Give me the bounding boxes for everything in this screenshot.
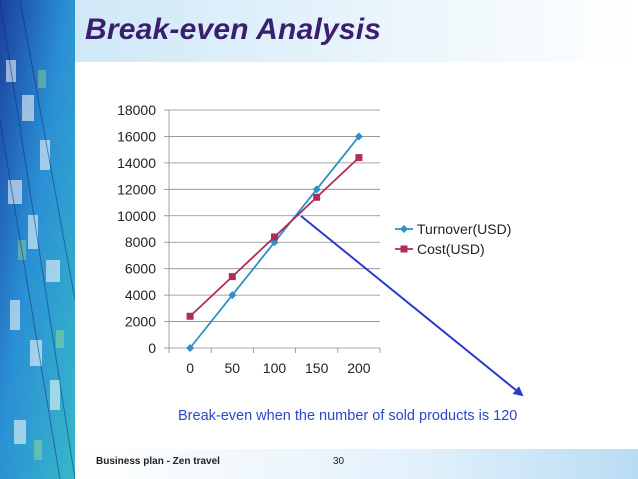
turnover-point xyxy=(354,132,363,141)
x-tick-label: 150 xyxy=(305,360,329,376)
chart-gridlines xyxy=(169,109,380,349)
legend-label: Turnover(USD) xyxy=(417,221,511,237)
turnover-point xyxy=(312,185,321,194)
break-even-annotation: Break-even when the number of sold produ… xyxy=(178,408,518,424)
y-tick-label: 14000 xyxy=(117,155,156,171)
footer-text: Business plan - Zen travel xyxy=(96,456,220,467)
y-tick-label: 6000 xyxy=(125,261,156,277)
turnover-point xyxy=(186,344,195,352)
y-tick-label: 2000 xyxy=(125,314,156,330)
slide-title: Break-even Analysis xyxy=(85,13,382,46)
chart-axes: 0200040006000800010000120001400016000180… xyxy=(117,102,381,376)
x-tick-label: 100 xyxy=(263,360,287,376)
chart-legend: Turnover(USD) Cost(USD) xyxy=(395,221,511,257)
cost-point xyxy=(186,312,194,320)
legend-label: Cost(USD) xyxy=(417,241,485,257)
arrow-line xyxy=(300,215,524,397)
y-tick-label: 4000 xyxy=(125,287,156,303)
y-tick-label: 16000 xyxy=(117,128,156,144)
legend-marker xyxy=(400,225,408,233)
legend-marker xyxy=(400,245,408,253)
turnover-point xyxy=(228,291,237,300)
decorative-side-strip xyxy=(0,0,75,479)
x-tick-label: 50 xyxy=(225,360,241,376)
y-tick-label: 8000 xyxy=(125,234,156,250)
cost-point xyxy=(228,273,236,281)
chart-series xyxy=(186,132,363,352)
y-tick-label: 18000 xyxy=(117,102,156,118)
y-tick-label: 0 xyxy=(148,340,156,356)
break-even-arrow xyxy=(300,215,524,397)
footer-bar-background xyxy=(75,449,638,479)
title-bar-background xyxy=(75,0,638,62)
y-tick-label: 10000 xyxy=(117,208,156,224)
page-number: 30 xyxy=(333,456,345,467)
y-tick-label: 12000 xyxy=(117,181,156,197)
cost-point xyxy=(313,193,321,201)
cost-point xyxy=(355,154,363,162)
cost-point xyxy=(271,233,278,241)
x-tick-label: 200 xyxy=(347,360,371,376)
x-tick-label: 0 xyxy=(186,360,194,376)
